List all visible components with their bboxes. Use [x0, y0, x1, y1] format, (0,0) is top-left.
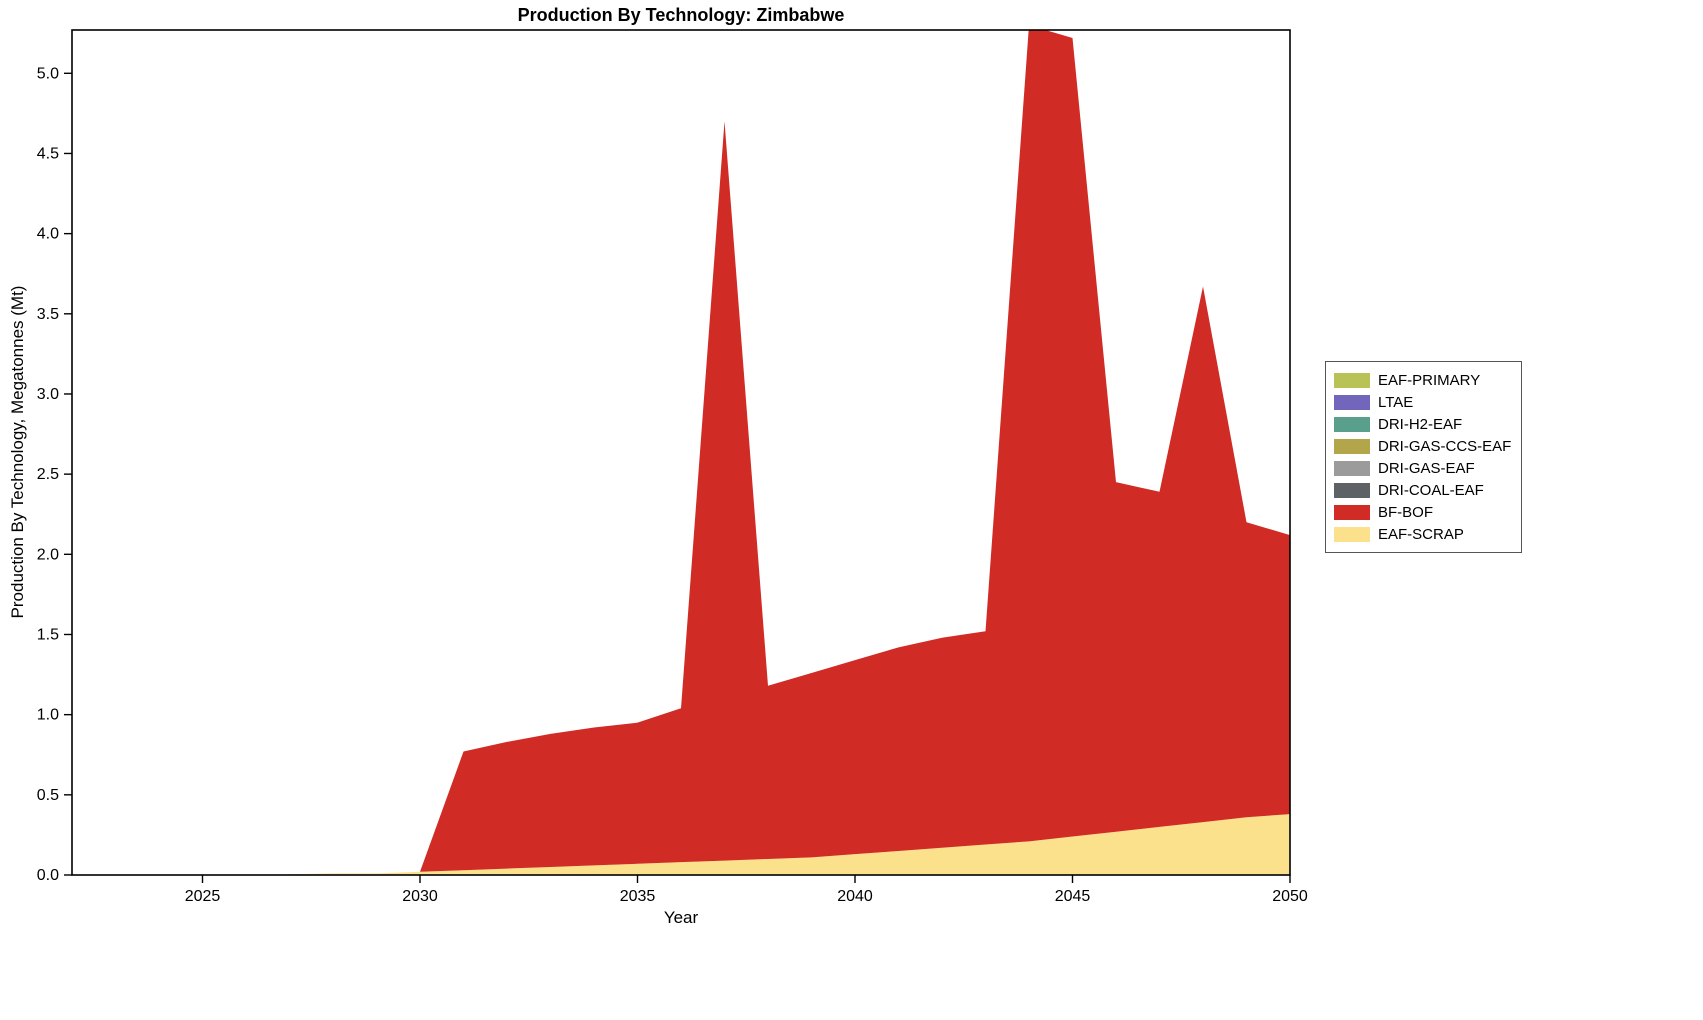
y-tick-label: 4.0 [37, 226, 59, 243]
legend-swatch [1334, 526, 1370, 542]
legend-item: DRI-GAS-CCS-EAF [1334, 435, 1511, 457]
y-tick-label: 3.5 [37, 306, 59, 323]
x-tick-label: 2025 [185, 888, 221, 905]
y-tick-label: 0.0 [37, 867, 59, 884]
y-tick-label: 2.0 [37, 546, 59, 563]
y-tick-label: 0.5 [37, 787, 59, 804]
legend-label: LTAE [1378, 393, 1414, 411]
x-tick-label: 2045 [1055, 888, 1091, 905]
legend-label: EAF-PRIMARY [1378, 371, 1481, 389]
legend-label: DRI-GAS-CCS-EAF [1378, 437, 1512, 455]
x-tick-label: 2035 [620, 888, 656, 905]
legend-swatch [1334, 460, 1370, 476]
legend-label: DRI-COAL-EAF [1378, 481, 1484, 499]
x-tick-label: 2040 [837, 888, 873, 905]
x-tick-label: 2050 [1272, 888, 1308, 905]
area-eaf-scrap [72, 814, 1290, 875]
plot-border [71, 29, 1291, 876]
legend-swatch [1334, 394, 1370, 410]
legend: EAF-PRIMARY LTAE DRI-H2-EAF DRI-GAS-CCS-EAF… [1325, 361, 1523, 553]
y-tick-label: 1.0 [37, 707, 59, 724]
legend-swatch [1334, 504, 1370, 520]
y-axis-label: Production By Technology, Megatonnes (Mt… [8, 285, 27, 619]
legend-label: EAF-SCRAP [1378, 525, 1464, 543]
legend-item: DRI-H2-EAF [1334, 413, 1511, 435]
legend-item: EAF-PRIMARY [1334, 369, 1511, 391]
y-tick-label: 3.0 [37, 386, 59, 403]
legend-item: EAF-SCRAP [1334, 523, 1511, 545]
legend-item: BF-BOF [1334, 501, 1511, 523]
legend-item: DRI-COAL-EAF [1334, 479, 1511, 501]
legend-item: DRI-GAS-EAF [1334, 457, 1511, 479]
legend-swatch [1334, 438, 1370, 454]
legend-swatch [1334, 482, 1370, 498]
x-tick-label: 2030 [402, 888, 438, 905]
legend-swatch [1334, 416, 1370, 432]
y-tick-label: 2.5 [37, 466, 59, 483]
legend-swatch [1334, 372, 1370, 388]
legend-item: LTAE [1334, 391, 1511, 413]
legend-label: BF-BOF [1378, 503, 1433, 521]
area-bf-bof [72, 30, 1290, 875]
legend-label: DRI-H2-EAF [1378, 415, 1463, 433]
y-tick-label: 1.5 [37, 626, 59, 643]
y-tick-label: 5.0 [37, 65, 59, 82]
chart-title: Production By Technology: Zimbabwe [517, 5, 845, 25]
y-tick-label: 4.5 [37, 145, 59, 162]
x-axis-label: Year [663, 908, 699, 927]
legend-label: DRI-GAS-EAF [1378, 459, 1475, 477]
